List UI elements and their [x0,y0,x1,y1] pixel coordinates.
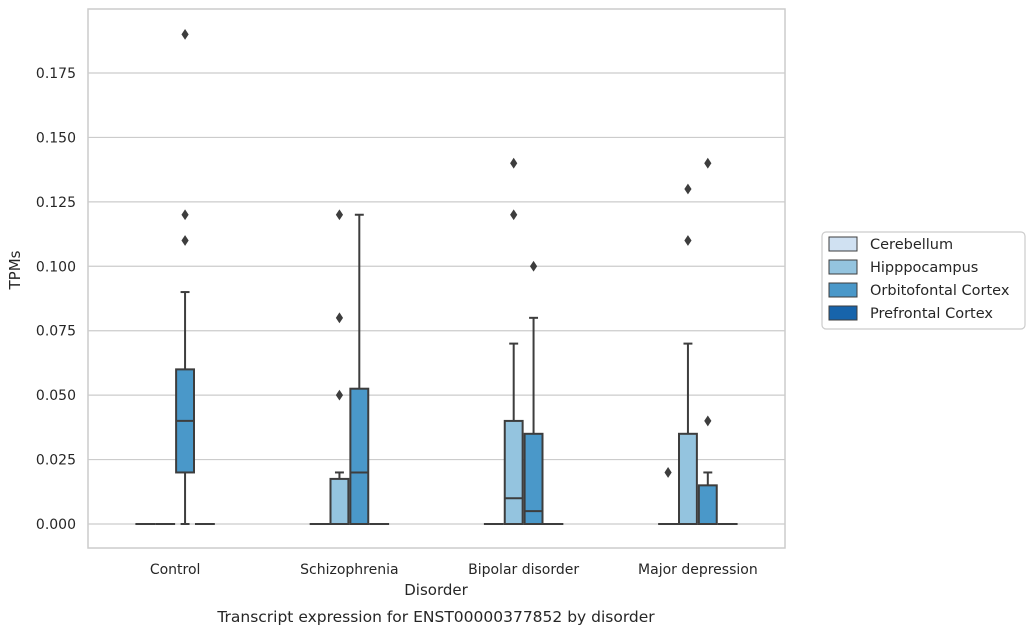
legend-label: Cerebellum [870,237,953,253]
y-axis-label: TPMs [6,250,24,290]
outlier-point [181,209,189,221]
box-orbitofontal-cortex [175,28,195,525]
outlier-point [704,415,712,427]
y-tick-label: 0.100 [36,259,76,275]
plot-area-frame [87,8,786,549]
box-body [329,477,350,525]
legend-label: Prefrontal Cortex [870,306,993,322]
gridlines [88,72,785,525]
box-body [349,387,370,526]
outlier-point [335,209,344,221]
x-axis-ticks: Control Schizophrenia Bipolar disorder Majo… [150,562,758,578]
box-orbitofontal-cortex [697,157,718,526]
outlier-point [335,312,344,324]
x-axis-label: Disorder [404,581,468,599]
x-tick-label: Schizophrenia [300,562,398,578]
y-tick-label: 0.175 [36,66,76,82]
legend-swatch [828,236,858,252]
y-tick-label: 0.025 [36,453,76,469]
outlier-point [664,467,672,478]
box-orbitofontal-cortex [349,213,370,526]
y-tick-label: 0.000 [36,517,76,533]
box-hipppocampus [329,209,350,525]
legend-label: Hipppocampus [870,260,978,276]
legend: Cerebellum Hipppocampus Orbitofontal Corte… [821,231,1026,330]
box-body [523,432,544,525]
box-orbitofontal-cortex [523,260,544,525]
y-tick-label: 0.150 [36,130,76,146]
outlier-point [684,183,692,195]
box-body [503,419,524,525]
outlier-point [181,28,189,40]
outlier-point [510,209,518,221]
legend-box [821,231,1026,330]
box-body [697,484,718,526]
x-tick-label: Control [150,562,201,578]
outlier-point [181,235,189,246]
x-tick-label: Major depression [638,562,758,578]
box-hipppocampus [678,183,698,525]
legend-label: Orbitofontal Cortex [870,283,1010,299]
outlier-point [335,389,344,401]
box-cerebellum [658,467,679,526]
outlier-point [529,260,538,272]
legend-swatch [828,259,858,275]
y-axis-ticks: 0.000 0.025 0.050 0.075 0.100 0.125 0.150 0.175 [36,66,76,533]
y-tick-label: 0.075 [36,324,76,340]
chart-caption: Transcript expression for ENST0000037785… [216,608,655,626]
legend-swatch [828,282,858,298]
outlier-point [684,235,692,246]
y-tick-label: 0.050 [36,388,76,404]
box-body [678,432,698,525]
outlier-point [704,157,712,169]
x-tick-label: Bipolar disorder [468,562,579,578]
legend-swatch [828,305,858,321]
box-hipppocampus [503,157,524,525]
y-tick-label: 0.125 [36,195,76,211]
box-layer [135,28,738,526]
outlier-point [510,157,518,169]
